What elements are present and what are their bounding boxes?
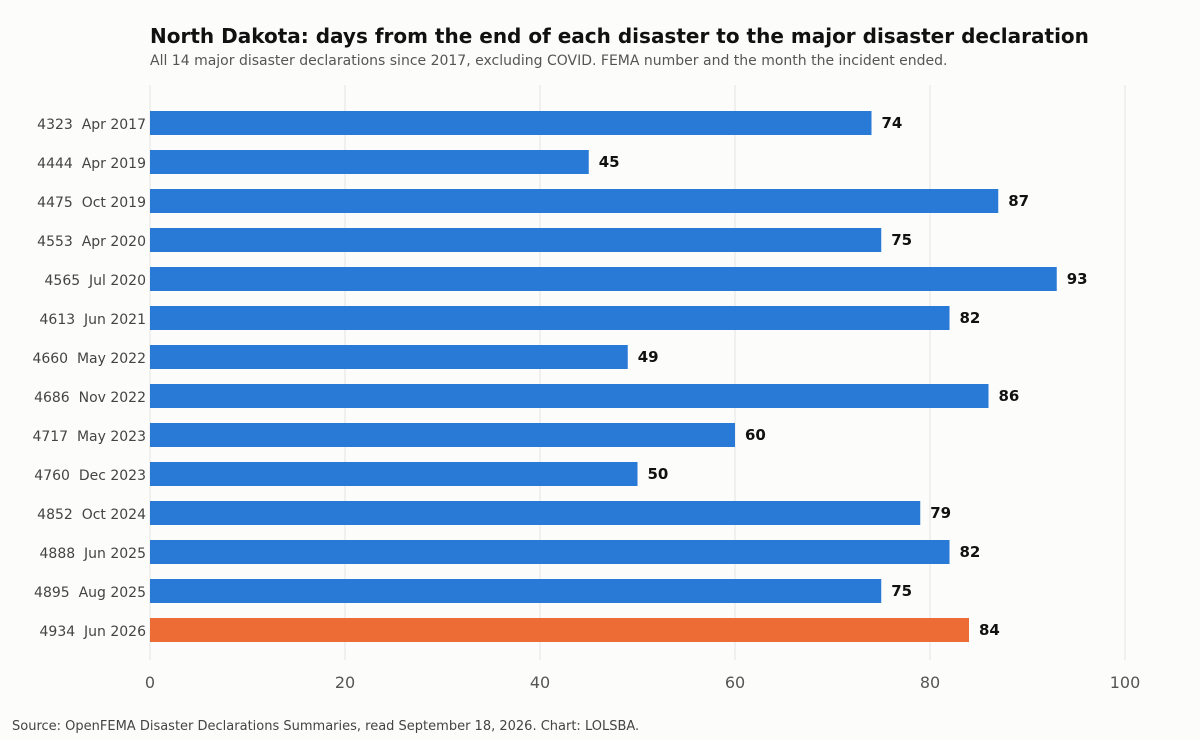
- category-label: 4895 Aug 2025: [34, 585, 146, 601]
- category-label: 4760 Dec 2023: [34, 468, 146, 484]
- category-label: 4565 Jul 2020: [45, 273, 147, 289]
- chart-subtitle: All 14 major disaster declarations since…: [150, 53, 948, 69]
- data-label: 93: [1067, 270, 1088, 288]
- x-tick-label: 80: [920, 673, 940, 692]
- bar: [150, 462, 638, 486]
- bar: [150, 501, 921, 525]
- category-label: 4934 Jun 2026: [40, 624, 147, 640]
- data-label: 82: [960, 309, 981, 327]
- x-tick-label: 40: [530, 673, 550, 692]
- bar: [150, 423, 735, 447]
- category-label: 4553 Apr 2020: [37, 234, 146, 250]
- x-tick-label: 100: [1110, 673, 1141, 692]
- bar-chart: 4323 Apr 2017 74 4444 Apr 2019 45 4475 Oct 2…: [32, 85, 1141, 692]
- data-label: 84: [979, 621, 1000, 639]
- data-label: 49: [638, 348, 659, 366]
- bar: [150, 306, 950, 330]
- data-label: 87: [1008, 192, 1029, 210]
- data-label: 75: [891, 231, 912, 249]
- data-label: 50: [648, 465, 669, 483]
- data-label: 45: [599, 153, 620, 171]
- bar: [150, 384, 989, 408]
- data-label: 79: [930, 504, 951, 522]
- x-tick-label: 60: [725, 673, 745, 692]
- category-label: 4717 May 2023: [32, 429, 146, 445]
- category-label: 4475 Oct 2019: [37, 195, 146, 211]
- source-note: Source: OpenFEMA Disaster Declarations S…: [12, 719, 640, 734]
- bar: [150, 540, 950, 564]
- bar: [150, 111, 872, 135]
- x-tick-label: 20: [335, 673, 355, 692]
- bar: [150, 228, 882, 252]
- chart-title: North Dakota: days from the end of each …: [150, 24, 1089, 48]
- category-label: 4444 Apr 2019: [37, 156, 146, 172]
- data-label: 75: [891, 582, 912, 600]
- data-label: 86: [999, 387, 1020, 405]
- category-label: 4613 Jun 2021: [40, 312, 146, 328]
- category-label: 4323 Apr 2017: [37, 117, 146, 133]
- bar: [150, 189, 999, 213]
- data-label: 60: [745, 426, 766, 444]
- bar: [150, 579, 882, 603]
- data-label: 74: [882, 114, 903, 132]
- bar: [150, 150, 589, 174]
- category-label: 4686 Nov 2022: [34, 390, 146, 406]
- category-label: 4660 May 2022: [32, 351, 146, 367]
- bar: [150, 618, 969, 642]
- bar: [150, 345, 628, 369]
- data-label: 82: [960, 543, 981, 561]
- bar: [150, 267, 1057, 291]
- category-label: 4852 Oct 2024: [37, 507, 146, 523]
- x-tick-label: 0: [145, 673, 155, 692]
- category-label: 4888 Jun 2025: [40, 546, 146, 562]
